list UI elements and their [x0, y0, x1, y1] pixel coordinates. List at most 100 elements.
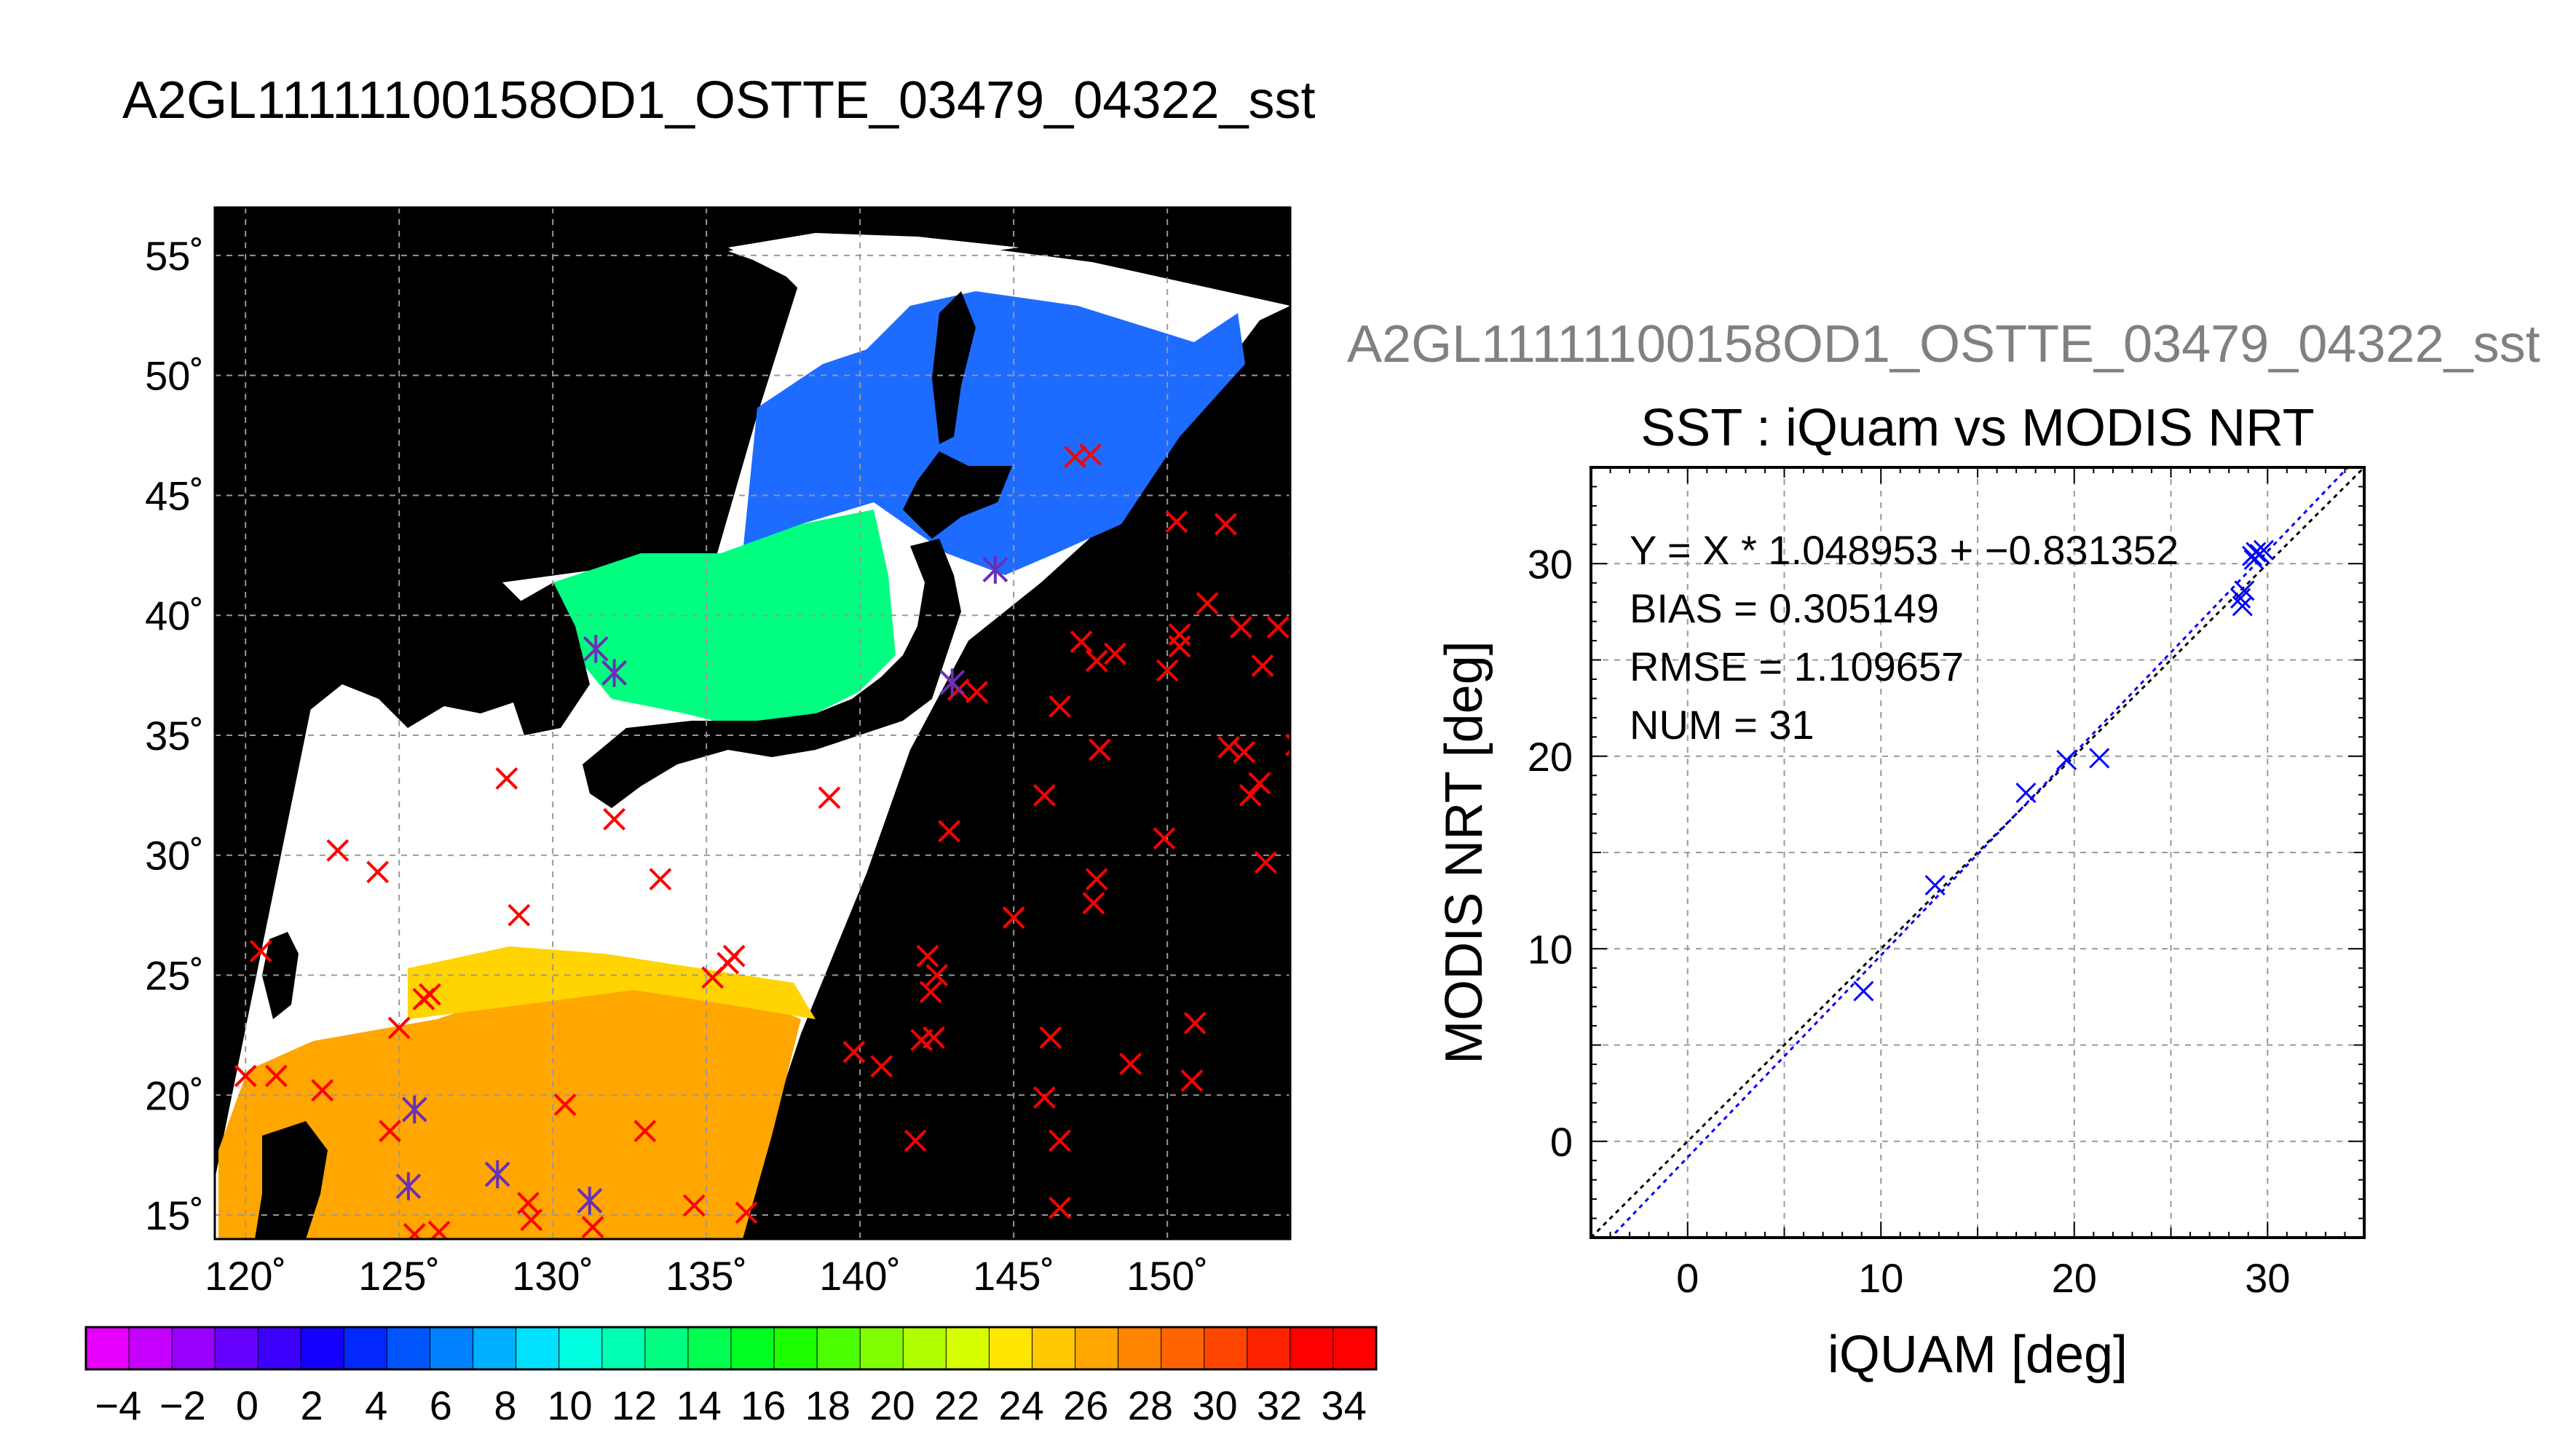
red-marker-layer	[234, 443, 1319, 1239]
red-marker	[916, 944, 939, 968]
colorbar-cell	[387, 1327, 431, 1369]
red-marker	[1233, 740, 1256, 764]
map-y-tick-label: 25˚	[145, 953, 204, 999]
red-marker	[1248, 772, 1271, 795]
purple-marker	[577, 1187, 603, 1215]
red-marker	[1082, 892, 1105, 915]
identity-line	[1591, 467, 2364, 1238]
red-marker	[366, 860, 390, 884]
colorbar-cell	[817, 1327, 861, 1369]
colorbar-cell	[1161, 1327, 1205, 1369]
map-x-tick-label: 150˚	[1126, 1253, 1208, 1299]
red-marker	[581, 1216, 604, 1238]
red-marker	[1298, 1056, 1319, 1077]
red-marker	[326, 839, 350, 862]
red-marker	[249, 940, 272, 962]
colorbar-cell	[430, 1327, 474, 1369]
red-marker	[1251, 654, 1274, 677]
colorbar-cell	[903, 1327, 947, 1369]
red-marker	[387, 1016, 411, 1040]
red-marker	[1070, 630, 1093, 653]
red-marker	[1230, 616, 1252, 639]
colorbar-tick-label: 10	[547, 1382, 592, 1428]
sst-colorbar: −4 −2 0 2 4 6 8 10 12 14 16 18 20 22 24 26 28 30 32 34	[84, 1326, 1378, 1428]
map-y-tick-label: 55˚	[145, 233, 204, 279]
scatter-x-tick-labels: 0 10 20 30	[1676, 1255, 2290, 1301]
scatter-x-tick-label: 0	[1676, 1255, 1699, 1301]
red-marker	[234, 1064, 257, 1088]
red-marker	[938, 820, 960, 843]
red-marker	[870, 1055, 893, 1078]
colorbar-cell	[1204, 1327, 1248, 1369]
red-marker	[1254, 851, 1277, 874]
red-marker	[1049, 1129, 1071, 1152]
red-marker	[1085, 868, 1108, 891]
colorbar-cell	[989, 1327, 1032, 1369]
colorbar-cell	[301, 1327, 344, 1369]
red-marker	[264, 1064, 288, 1088]
colorbar-cell	[860, 1327, 904, 1369]
map-x-tick-labels: 120˚ 125˚ 130˚ 135˚ 140˚ 145˚ 150˚	[205, 1253, 1208, 1299]
map-x-tick-label: 135˚	[666, 1253, 747, 1299]
scatter-supertitle: A2GL11111100158OD1_OSTTE_03479_04322_sst	[1347, 315, 2540, 373]
scatter-y-axis-label: MODIS NRT [deg]	[1435, 641, 1493, 1064]
sst-map-panel: 120˚ 125˚ 130˚ 135˚ 140˚ 145˚ 150˚ 15˚ 20˚ 25˚ 30…	[145, 206, 1319, 1299]
red-marker	[311, 1079, 334, 1102]
colorbar-tick-label: 22	[934, 1382, 979, 1428]
scatter-points	[1853, 539, 2275, 1002]
map-x-tick-label: 140˚	[819, 1253, 901, 1299]
regression-stat-line: Y = X * 1.048953 + −0.831352	[1630, 527, 2179, 573]
map-y-tick-label: 15˚	[145, 1192, 204, 1238]
colorbar-tick-label: 0	[236, 1382, 258, 1428]
colorbar-tick-label: 32	[1257, 1382, 1302, 1428]
colorbar-cell	[774, 1327, 818, 1369]
colorbar-cell	[129, 1327, 173, 1369]
scatter-x-axis-label: iQUAM [deg]	[1828, 1326, 2128, 1384]
purple-marker	[939, 668, 965, 697]
red-marker	[418, 983, 441, 1006]
red-marker	[1119, 1053, 1142, 1075]
colorbar-cell	[215, 1327, 258, 1369]
scatter-y-tick-labels: 0 10 20 30	[1528, 541, 1573, 1165]
red-marker	[1153, 827, 1176, 850]
colorbar-tick-label: 2	[301, 1382, 323, 1428]
map-y-tick-label: 30˚	[145, 833, 204, 879]
colorbar-cell	[172, 1327, 216, 1369]
map-y-tick-label: 50˚	[145, 353, 204, 399]
purple-marker	[982, 555, 1008, 584]
red-marker	[1214, 513, 1237, 536]
scatter-point	[2015, 782, 2037, 804]
scatter-y-tick-label: 20	[1528, 734, 1573, 780]
scatter-point	[1853, 981, 1874, 1002]
red-marker	[904, 1129, 927, 1152]
red-marker	[923, 1026, 945, 1049]
red-marker	[403, 1222, 426, 1239]
red-marker	[1288, 551, 1290, 574]
regression-stat-line: NUM = 31	[1630, 702, 1814, 748]
colorbar-tick-label: 4	[365, 1382, 387, 1428]
colorbar-tick-label: 16	[741, 1382, 786, 1428]
red-marker	[1266, 616, 1290, 639]
colorbar-cell	[344, 1327, 387, 1369]
red-marker	[1079, 443, 1102, 466]
colorbar-tick-label: 8	[494, 1382, 516, 1428]
colorbar-tick-label: 34	[1322, 1382, 1367, 1428]
red-marker	[1165, 510, 1188, 534]
colorbar-cell	[687, 1327, 732, 1369]
red-marker	[553, 1093, 577, 1116]
northern-ice-region	[728, 233, 1019, 306]
land-taiwan	[262, 932, 299, 1019]
warm-sst-region	[218, 976, 801, 1239]
scatter-x-tick-label: 10	[1858, 1255, 1903, 1301]
red-marker	[633, 1120, 657, 1143]
scatter-x-tick-label: 30	[2245, 1255, 2290, 1301]
red-marker	[1032, 1086, 1056, 1109]
map-frame	[213, 206, 1292, 1241]
red-marker	[1085, 649, 1108, 673]
regression-fit-line	[1609, 467, 2350, 1238]
colorbar-tick-label: 12	[612, 1382, 657, 1428]
colorbar-cell	[1290, 1327, 1334, 1369]
red-marker	[1180, 1069, 1204, 1092]
scatter-point	[2243, 549, 2264, 571]
colorbar-tick-label: 26	[1063, 1382, 1108, 1428]
